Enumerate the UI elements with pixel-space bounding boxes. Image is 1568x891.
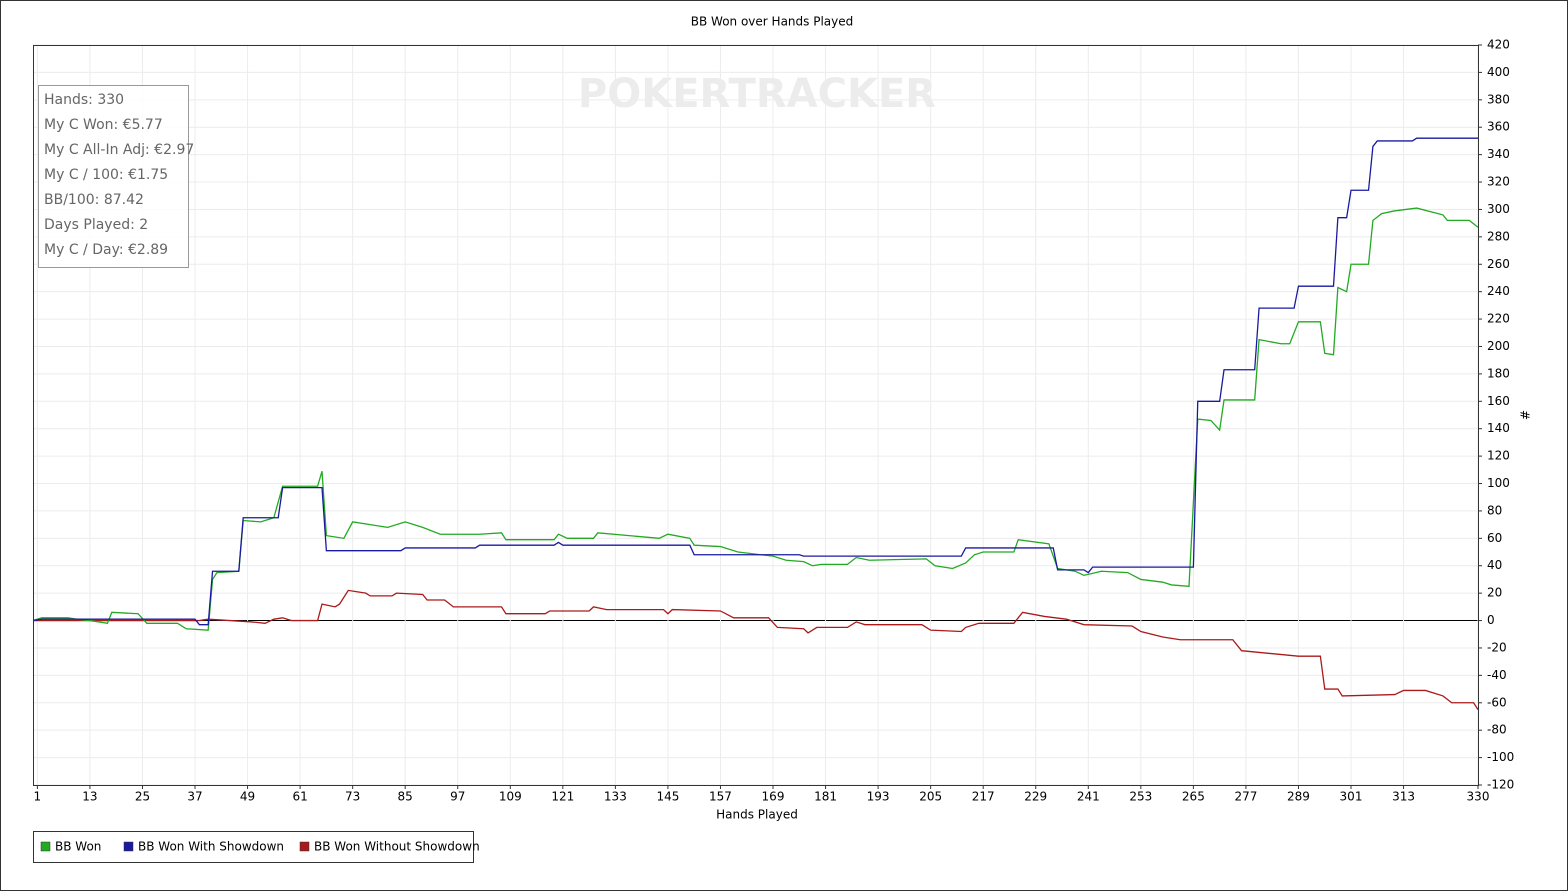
- y-tick-label: 420: [1487, 38, 1510, 52]
- x-tick-label: 330: [1467, 790, 1490, 804]
- y-tick-label: 200: [1487, 339, 1510, 353]
- series-line: [33, 589, 1479, 710]
- info-text: Hands: 330 My C Won: €5.77 My C All-In Adj…: [44, 92, 194, 258]
- y-tick-label: 260: [1487, 257, 1510, 271]
- legend: [33, 831, 474, 863]
- x-tick-label: 97: [450, 790, 465, 804]
- y-axis-label: #: [1518, 410, 1532, 420]
- y-tick-label: 220: [1487, 312, 1510, 326]
- info-line: Days Played: 2: [44, 217, 148, 233]
- x-tick-label: 289: [1287, 790, 1310, 804]
- x-tick-label: 217: [972, 790, 995, 804]
- info-line: My C / 100: €1.75: [44, 167, 168, 183]
- grid: [33, 44, 1479, 786]
- y-tick-label: 100: [1487, 476, 1510, 490]
- legend-swatch: [40, 841, 51, 852]
- y-tick-label: 340: [1487, 147, 1510, 161]
- y-tick-label: -60: [1487, 695, 1507, 709]
- lines: [32, 137, 1479, 710]
- x-tick-label: 109: [499, 790, 522, 804]
- y-tick-label: 60: [1487, 531, 1502, 545]
- x-tick-label: 241: [1077, 790, 1100, 804]
- y-tick-label: 0: [1487, 613, 1495, 627]
- x-tick-label: 277: [1234, 790, 1257, 804]
- x-tick-label: 85: [398, 790, 413, 804]
- y-tick-label: 80: [1487, 503, 1502, 517]
- x-tick-label: 229: [1024, 790, 1047, 804]
- series-line: [32, 207, 1479, 631]
- y-tick-label: 160: [1487, 394, 1510, 408]
- info-line: BB/100: 87.42: [44, 192, 144, 208]
- legend-items: BB Won BB Won With Showdown BB Won Without…: [40, 840, 480, 854]
- legend-swatch: [123, 841, 134, 852]
- watermark: POKERTRACKER: [578, 71, 936, 117]
- x-tick-label: 49: [240, 790, 255, 804]
- legend-label: BB Won Without Showdown: [314, 840, 480, 854]
- x-tick-label: 37: [187, 790, 202, 804]
- x-tick-label: 193: [867, 790, 890, 804]
- y-tick-label: 280: [1487, 229, 1510, 243]
- x-tick-label: 13: [82, 790, 97, 804]
- x-tick-label: 181: [814, 790, 837, 804]
- y-tick-label: 240: [1487, 284, 1510, 298]
- x-tick-label: 1: [34, 790, 42, 804]
- info-box: [38, 85, 189, 268]
- x-axis-label: Hands Played: [716, 808, 798, 822]
- y-tick-label: 20: [1487, 586, 1502, 600]
- y-tick-label: 140: [1487, 421, 1510, 435]
- info-line: My C / Day: €2.89: [44, 242, 168, 258]
- y-tick-label: -40: [1487, 668, 1507, 682]
- y-tick-label: 120: [1487, 449, 1510, 463]
- x-tick-label: 133: [604, 790, 627, 804]
- x-tick-label: 73: [345, 790, 360, 804]
- y-tick-label: -100: [1487, 750, 1514, 764]
- x-tick-label: 301: [1340, 790, 1363, 804]
- y-tick-label: -120: [1487, 778, 1514, 792]
- x-tick-label: 205: [919, 790, 942, 804]
- y-tick-label: -80: [1487, 723, 1507, 737]
- info-line: My C All-In Adj: €2.97: [44, 142, 194, 158]
- y-tick-label: 180: [1487, 366, 1510, 380]
- y-tick-label: 380: [1487, 92, 1510, 106]
- x-tick-label: 253: [1129, 790, 1152, 804]
- x-tick-label: 25: [135, 790, 150, 804]
- y-tick-label: 300: [1487, 202, 1510, 216]
- plot-border: [33, 45, 1479, 786]
- x-tick-label: 265: [1182, 790, 1205, 804]
- series-line: [32, 137, 1478, 626]
- y-tick-label: -20: [1487, 640, 1507, 654]
- y-tick-label: 400: [1487, 65, 1510, 79]
- legend-swatch: [299, 841, 310, 852]
- x-tick-label: 61: [292, 790, 307, 804]
- y-tick-label: 40: [1487, 558, 1502, 572]
- info-line: Hands: 330: [44, 92, 124, 108]
- x-tick-label: 145: [656, 790, 679, 804]
- legend-label: BB Won With Showdown: [138, 840, 284, 854]
- info-line: My C Won: €5.77: [44, 117, 163, 133]
- x-tick-label: 121: [551, 790, 574, 804]
- y-tick-label: 320: [1487, 175, 1510, 189]
- x-tick-label: 169: [762, 790, 785, 804]
- x-tick-label: 157: [709, 790, 732, 804]
- legend-label: BB Won: [55, 840, 101, 854]
- y-tick-label: 360: [1487, 120, 1510, 134]
- chart-title: BB Won over Hands Played: [691, 15, 853, 29]
- x-tick-label: 313: [1392, 790, 1415, 804]
